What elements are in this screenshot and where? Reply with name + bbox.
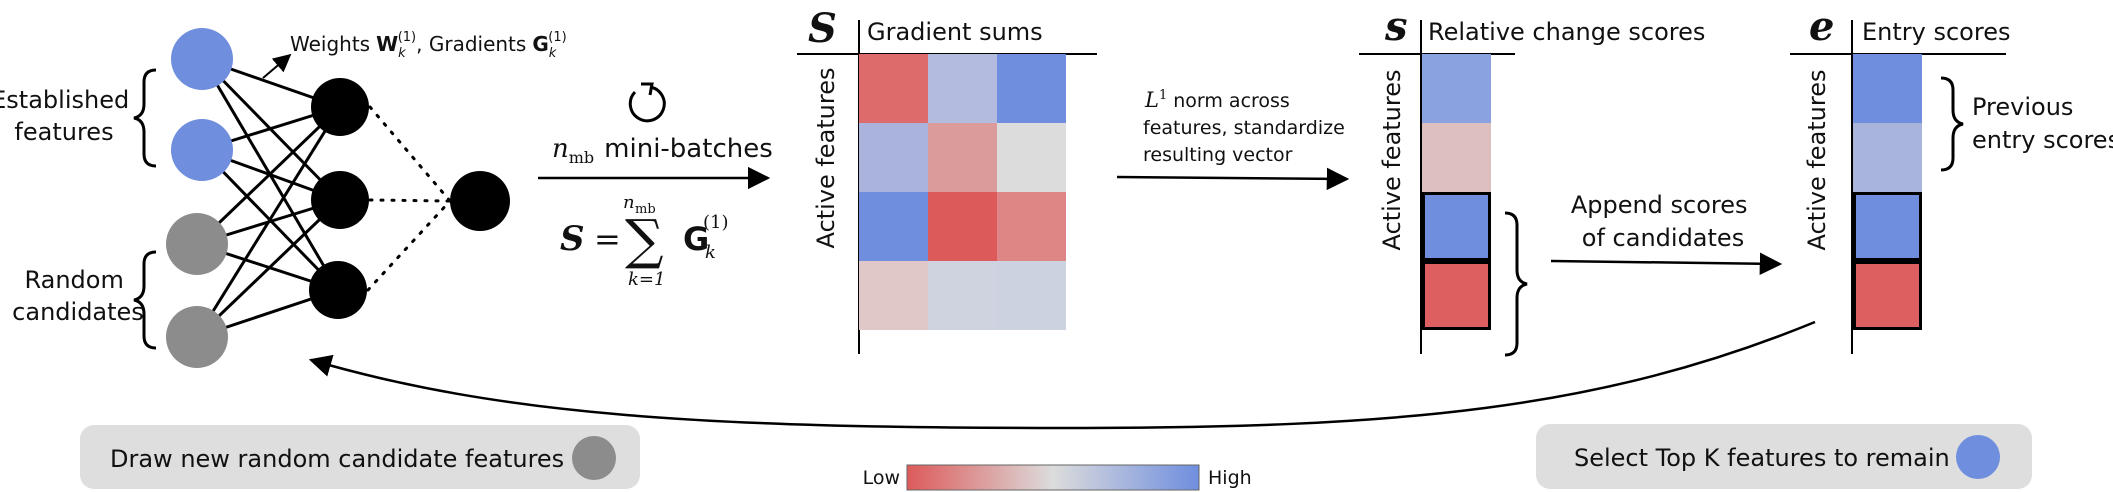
svg-text:n: n (623, 192, 635, 213)
svg-text:(1): (1) (703, 212, 729, 233)
draw-candidates-pill: Draw new random candidate features (80, 425, 640, 489)
previous-entry-label: Previous entry scores (1972, 93, 2113, 154)
svg-text:S: S (560, 219, 585, 259)
legend-high-label: High (1208, 467, 1252, 489)
legend-gradient-bar (906, 464, 1200, 491)
output-node (450, 171, 510, 231)
relative-change-cell (1422, 192, 1491, 261)
gradient-sum-cell (997, 192, 1066, 261)
gradient-sum-cell (859, 261, 928, 330)
gradient-sum-cell (997, 261, 1066, 330)
relative-change-cell (1422, 54, 1491, 123)
established-input-node (171, 28, 233, 90)
panel-small-s-axis-label: Active features (1378, 69, 1406, 250)
hidden-node (311, 171, 369, 229)
hidden-node (311, 78, 369, 136)
svg-text:mb: mb (635, 202, 656, 217)
previous-entry-brace (1940, 76, 1964, 172)
svg-text:=: = (594, 220, 621, 258)
gradient-sum-cell (859, 123, 928, 192)
random-candidate-node (166, 213, 228, 275)
entry-score-cell (1853, 54, 1922, 123)
network-dotted-edge (366, 199, 452, 292)
weights-gradients-label: Weights Wk(1), Gradients Gk(1) (290, 30, 567, 61)
blue-feature-icon (1956, 435, 2000, 479)
gradient-sums-heatmap (859, 54, 1066, 330)
candidate-cell-outline (1422, 261, 1491, 330)
panel-e-symbol: e (1809, 3, 1834, 50)
panel-s-title: Gradient sums (867, 18, 1043, 46)
refresh-cycle-icon (628, 82, 666, 123)
entry-scores (1853, 54, 1922, 330)
gradient-sum-cell (928, 123, 997, 192)
step3-arrow (1550, 252, 1783, 275)
append-scores-label: Append scores of candidates (1571, 191, 1755, 252)
gradient-sum-cell (928, 192, 997, 261)
return-loop-arrow (308, 320, 1816, 430)
gradient-sum-cell (997, 54, 1066, 123)
entry-score-cell (1853, 123, 1922, 192)
svg-text:Draw new random candidate feat: Draw new random candidate features (110, 445, 564, 473)
random-candidates-label: Random candidates (12, 266, 144, 326)
network-dotted-edges (366, 105, 452, 292)
random-candidate-node (166, 306, 228, 368)
gradient-sum-cell (859, 54, 928, 123)
select-topk-pill: Select Top K features to remain (1536, 424, 2032, 489)
candidate-scores-brace (1504, 211, 1528, 357)
established-features-label: Established features (0, 86, 137, 146)
relative-change-cell (1422, 261, 1491, 330)
network-edge (195, 105, 342, 246)
panel-s-axis-label: Active features (812, 67, 840, 248)
gradient-sum-cell (928, 54, 997, 123)
gradient-sum-cell (997, 123, 1066, 192)
network-edge (195, 198, 342, 339)
gradient-sum-cell (859, 192, 928, 261)
network-nodes (166, 28, 510, 368)
minibatch-label: nmb mini-batches (552, 134, 773, 167)
panel-e-axis-label: Active features (1803, 69, 1831, 250)
norm-description: L1 norm across features, standardize resu… (1143, 88, 1351, 166)
entry-scores-panel: e Entry scores Active features Previous … (1790, 3, 2113, 354)
candidate-cell-outline (1853, 261, 1922, 330)
hidden-node (309, 261, 367, 319)
random-brace (133, 250, 157, 350)
established-input-node (171, 119, 233, 181)
weights-pointer-arrow (262, 53, 292, 79)
candidate-cell-outline (1422, 192, 1491, 261)
svg-text:Select Top K features to remai: Select Top K features to remain (1574, 444, 1950, 472)
network-dotted-edge (368, 105, 452, 203)
svg-text:k=1: k=1 (628, 269, 665, 290)
network-dotted-edge (368, 198, 452, 203)
gradient-sum-formula: S = ∑ n mb k=1 G k (1) (560, 192, 729, 290)
gradient-sums-panel: S Gradient sums Active features (797, 5, 1097, 354)
svg-text:k: k (705, 242, 716, 263)
step2-arrow (1116, 167, 1350, 191)
svg-text:G: G (683, 220, 709, 258)
established-brace (133, 68, 157, 168)
network-edge (195, 106, 342, 338)
panel-small-s-symbol: s (1384, 3, 1408, 50)
legend-low-label: Low (863, 467, 900, 489)
relative-change-scores (1422, 54, 1491, 330)
color-scale-legend: Low High (863, 464, 1252, 491)
neural-network (166, 28, 510, 368)
panel-e-title: Entry scores (1862, 18, 2010, 46)
entry-score-cell (1853, 192, 1922, 261)
relative-change-panel: s Relative change scores Active features (1359, 3, 1705, 357)
gray-candidate-icon (572, 436, 616, 480)
panel-s-symbol: S (808, 5, 837, 52)
gradient-sum-cell (928, 261, 997, 330)
candidate-cell-outline (1853, 192, 1922, 261)
entry-score-cell (1853, 261, 1922, 330)
relative-change-cell (1422, 123, 1491, 192)
panel-small-s-title: Relative change scores (1428, 18, 1705, 46)
svg-text:∑: ∑ (625, 208, 664, 271)
